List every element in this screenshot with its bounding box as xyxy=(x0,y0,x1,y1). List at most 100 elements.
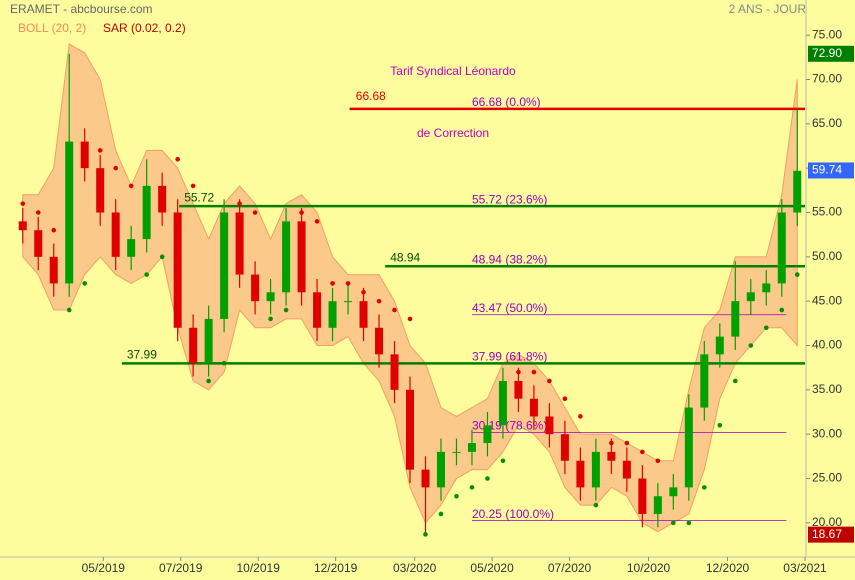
candle-body xyxy=(560,434,569,461)
x-tick-label: 12/2020 xyxy=(706,561,750,575)
sar-dot xyxy=(500,458,506,464)
candle-body xyxy=(653,496,662,514)
sar-dot xyxy=(609,440,614,446)
x-tick-label: 05/2020 xyxy=(470,561,514,575)
candle-body xyxy=(328,301,337,328)
sar-dot xyxy=(361,290,366,295)
sar-dot xyxy=(97,148,103,153)
candle-body xyxy=(344,301,353,303)
candle-body xyxy=(173,212,182,328)
candle-body xyxy=(684,407,693,488)
candle-body xyxy=(204,318,213,364)
candle-body xyxy=(313,292,322,328)
candle-body xyxy=(700,354,709,408)
x-tick-label: 10/2020 xyxy=(627,561,671,575)
x-tick-label: 10/2019 xyxy=(237,561,281,575)
period: 2 ANS - JOUR xyxy=(729,2,807,16)
y-tick-label: 35.00 xyxy=(812,382,842,396)
sar-dot xyxy=(686,520,692,526)
candle-body xyxy=(529,398,538,417)
x-tick-label: 03/2021 xyxy=(783,561,827,575)
sar-dot xyxy=(252,210,258,215)
sar-dot xyxy=(732,378,738,384)
sar-dot xyxy=(113,165,118,171)
sar-dot xyxy=(748,343,754,348)
price-flag-label: 18.67 xyxy=(812,527,842,541)
sar-dot xyxy=(671,520,676,526)
candle-body xyxy=(793,170,802,213)
indicator-label: SAR (0.02, 0.2) xyxy=(103,21,186,35)
candle-body xyxy=(80,141,89,169)
sar-dot xyxy=(702,485,707,490)
fib-label: 48.94 (38.2%) xyxy=(472,252,547,266)
sar-dot xyxy=(423,532,428,537)
fib-label: 55.72 (23.6%) xyxy=(472,192,547,206)
resistance-label: 66.68 xyxy=(356,89,386,103)
candle-body xyxy=(762,283,771,293)
sar-dot xyxy=(35,210,41,215)
candle-body xyxy=(498,380,507,426)
candle-body xyxy=(282,221,291,293)
candle-body xyxy=(96,168,105,213)
sar-dot xyxy=(144,272,149,277)
candle-body xyxy=(746,292,755,302)
sar-dot xyxy=(330,281,335,286)
sar-dot xyxy=(159,254,165,260)
price-flag-label: 59.74 xyxy=(812,163,842,177)
y-tick-label: 55.00 xyxy=(812,205,842,219)
fib-label: 20.25 (100.0%) xyxy=(472,507,554,521)
candle-body xyxy=(127,239,136,257)
x-tick-label: 07/2020 xyxy=(548,561,592,575)
candle-body xyxy=(731,301,740,337)
support-label: 48.94 xyxy=(390,250,420,264)
sar-dot xyxy=(763,325,769,331)
candle-body xyxy=(514,380,523,399)
sar-dot xyxy=(66,307,72,313)
candle-body xyxy=(359,301,368,328)
candle-body xyxy=(49,256,58,284)
sar-dot xyxy=(717,423,723,428)
candle-body xyxy=(111,212,120,257)
sar-dot xyxy=(128,183,134,189)
candle-body xyxy=(142,185,151,240)
indicator-label: BOLL (20, 2) xyxy=(18,21,86,35)
candle-body xyxy=(189,327,198,364)
sar-dot xyxy=(640,449,645,455)
x-tick-label: 07/2019 xyxy=(159,561,203,575)
sar-dot xyxy=(562,396,568,402)
candle-body xyxy=(158,185,167,213)
candle-body xyxy=(375,327,384,355)
sar-dot xyxy=(314,219,320,224)
candle-body xyxy=(18,221,27,231)
candle-body xyxy=(266,292,275,302)
candle-body xyxy=(390,354,399,390)
sar-dot xyxy=(779,307,785,313)
chart-title: de Correction xyxy=(417,126,489,140)
candle-body xyxy=(34,230,43,257)
y-tick-label: 40.00 xyxy=(812,338,842,352)
support-label: 37.99 xyxy=(127,347,157,361)
price-flag xyxy=(808,526,854,543)
candle-body xyxy=(638,478,647,514)
sar-dot xyxy=(485,476,490,481)
sar-dot xyxy=(299,210,304,215)
sar-dot xyxy=(392,307,397,313)
price-flag-label: 72.90 xyxy=(812,46,842,60)
price-flag xyxy=(808,162,854,179)
y-tick-label: 75.00 xyxy=(812,27,842,41)
x-tick-label: 03/2020 xyxy=(393,561,437,575)
sar-dot xyxy=(655,458,661,464)
sar-dot xyxy=(221,360,227,366)
candle-body xyxy=(576,460,585,488)
y-tick-label: 25.00 xyxy=(812,471,842,485)
sar-dot xyxy=(190,183,196,189)
fib-label: 43.47 (50.0%) xyxy=(472,301,547,315)
candle-body xyxy=(669,487,678,497)
x-tick-label: 12/2019 xyxy=(314,561,358,575)
sar-dot xyxy=(376,298,382,304)
x-tick-label: 05/2019 xyxy=(82,561,126,575)
candle-body xyxy=(421,469,430,488)
candle-body xyxy=(452,451,461,453)
candle-body xyxy=(545,416,554,435)
candle-body xyxy=(715,336,724,355)
